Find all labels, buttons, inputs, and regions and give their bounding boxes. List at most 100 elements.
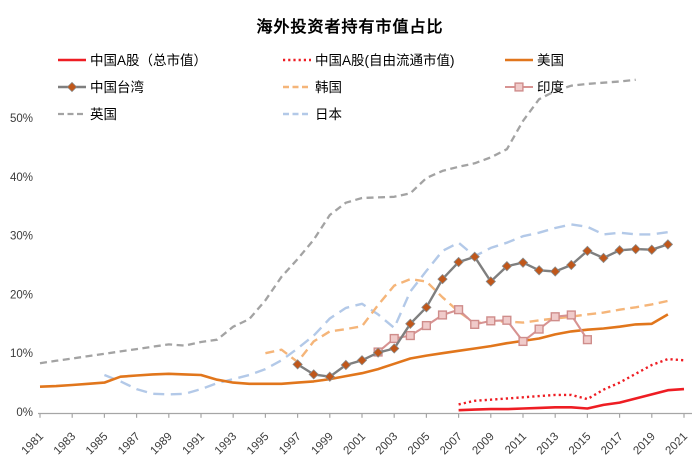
x-tick-label: 2007: [438, 431, 465, 458]
us-line: [39, 313, 669, 388]
chart-title: 海外投资者持有市值占比: [256, 19, 444, 36]
x-tick-label: 1999: [309, 431, 336, 458]
us-legend-label: 美国: [537, 53, 564, 68]
legend-item-india: 印度: [505, 80, 564, 95]
legend-item-cn_total: 中国A股（总市值）: [58, 52, 207, 68]
india-marker: [437, 310, 448, 320]
legend-item-japan: 日本: [283, 107, 342, 122]
india-marker: [514, 82, 524, 92]
taiwan-marker: [501, 261, 513, 272]
series-us: [39, 313, 669, 388]
legend-item-taiwan: 中国台湾: [58, 79, 144, 95]
y-tick-label: 0%: [16, 407, 33, 419]
taiwan-marker: [662, 239, 674, 250]
taiwan-marker: [566, 259, 577, 271]
legend-item-korea: 韩国: [283, 80, 342, 95]
cn_float-legend-label: 中国A股(自由流通市值): [315, 52, 455, 68]
y-tick-label: 20%: [10, 289, 33, 301]
india-marker: [405, 330, 415, 341]
taiwan-legend-label: 中国台湾: [90, 79, 144, 95]
cn_float-line: [458, 357, 685, 406]
x-tick-label: 2013: [535, 431, 562, 458]
india-marker: [470, 319, 480, 329]
taiwan-marker: [437, 273, 448, 285]
india-marker: [454, 305, 464, 315]
y-axis: 0% 10% 20% 30% 40% 50%: [10, 113, 33, 419]
taiwan-marker: [389, 343, 400, 354]
x-tick-label: 1993: [213, 431, 240, 458]
x-tick-label: 2017: [599, 431, 626, 458]
x-tick-label: 2015: [567, 431, 594, 458]
series-taiwan: [292, 239, 674, 382]
y-tick-label: 30%: [10, 231, 33, 243]
taiwan-marker: [646, 244, 657, 255]
x-tick-label: 2021: [664, 431, 691, 458]
series-cn_total: [458, 387, 685, 412]
taiwan-marker: [550, 266, 561, 277]
taiwan-marker: [469, 251, 480, 262]
x-tick-label: 1991: [181, 431, 208, 458]
y-tick-label: 40%: [10, 172, 33, 184]
uk-legend-label: 英国: [90, 106, 117, 122]
y-tick-label: 10%: [10, 348, 33, 360]
taiwan-marker: [421, 302, 432, 313]
series-india: [373, 305, 593, 357]
taiwan-marker: [372, 347, 384, 358]
japan-line: [103, 223, 669, 396]
korea-legend-label: 韩国: [315, 80, 342, 95]
legend-item-us: 美国: [505, 53, 564, 68]
india-marker: [582, 335, 593, 345]
india-marker: [534, 324, 544, 334]
taiwan-marker: [453, 256, 464, 268]
taiwan-marker: [356, 355, 368, 366]
taiwan-marker: [485, 276, 496, 287]
y-tick-label: 50%: [10, 113, 33, 125]
x-tick-label: 2005: [406, 431, 433, 458]
taiwan-marker: [292, 359, 303, 370]
x-tick-label: 1983: [52, 431, 79, 458]
india-marker: [421, 320, 432, 331]
series-japan: [103, 223, 669, 396]
series-uk: [39, 78, 636, 365]
cn_total-line: [458, 387, 685, 412]
x-axis: 1981 1983 1985 1987 1989 1991 1993 1995 1997 1999…: [20, 412, 692, 458]
taiwan-marker: [517, 257, 529, 268]
taiwan-marker: [614, 245, 625, 256]
legend-item-cn_float: 中国A股(自由流通市值): [283, 52, 455, 68]
taiwan-marker: [533, 265, 545, 276]
series-cn_float: [458, 357, 685, 406]
taiwan-marker: [582, 245, 593, 257]
x-tick-label: 1997: [277, 431, 304, 458]
japan-legend-label: 日本: [315, 107, 342, 122]
india-marker: [566, 310, 576, 320]
india-marker: [550, 312, 560, 322]
india-marker: [502, 315, 512, 325]
taiwan-marker: [598, 252, 609, 264]
legend-item-uk: 英国: [58, 106, 117, 122]
taiwan-line: [296, 243, 669, 378]
uk-line: [39, 78, 636, 365]
taiwan-marker: [66, 81, 78, 93]
x-tick-label: 1989: [148, 431, 175, 458]
india-marker: [518, 336, 528, 347]
x-tick-label: 1987: [116, 431, 143, 458]
x-tick-label: 2009: [470, 431, 497, 458]
x-tick-label: 1995: [245, 431, 272, 458]
x-tick-label: 2019: [631, 431, 658, 458]
x-tick-label: 1985: [84, 431, 111, 458]
cn_total-legend-label: 中国A股（总市值）: [90, 52, 207, 68]
x-tick-label: 2011: [503, 431, 529, 457]
x-tick-label: 2001: [342, 431, 369, 458]
x-tick-label: 1981: [20, 431, 47, 458]
taiwan-marker: [324, 371, 335, 382]
x-tick-label: 2003: [374, 431, 401, 458]
india-marker: [486, 316, 496, 326]
taiwan-marker: [405, 318, 416, 329]
taiwan-marker: [308, 369, 319, 380]
taiwan-marker: [630, 243, 641, 255]
india-legend-label: 印度: [537, 80, 564, 95]
taiwan-marker: [340, 359, 352, 371]
